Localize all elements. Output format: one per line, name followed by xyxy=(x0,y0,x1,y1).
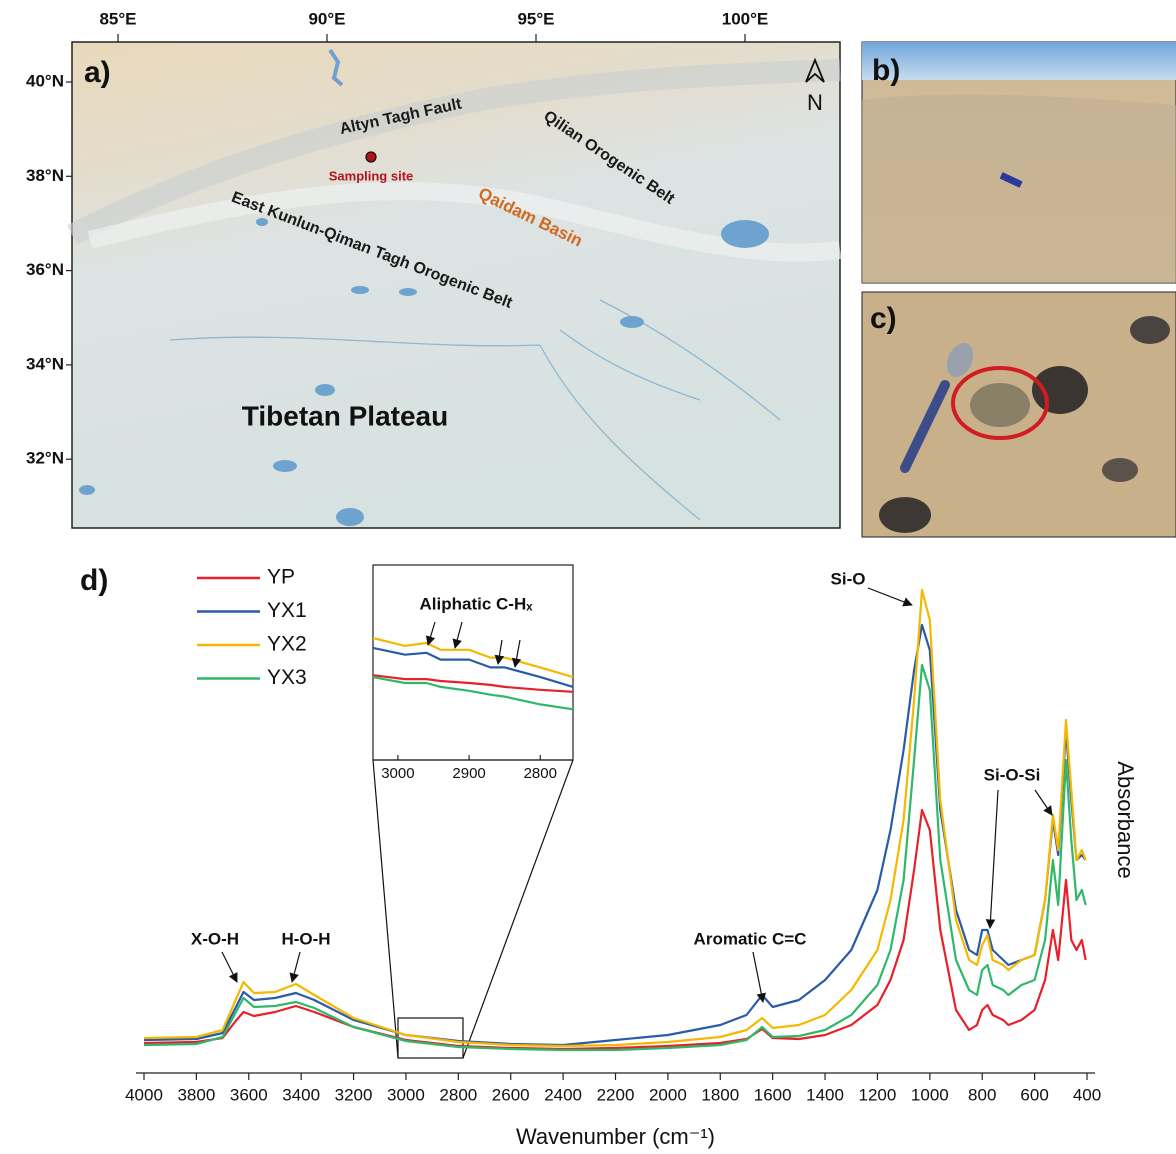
annotation: Aromatic C=C xyxy=(694,929,807,948)
annotation: Si-O-Si xyxy=(984,765,1041,784)
map-lat-label: 36°N xyxy=(26,260,64,279)
map-lake xyxy=(256,218,268,226)
photo-stone xyxy=(1130,316,1170,344)
panel-label: b) xyxy=(872,54,900,87)
panel-label: d) xyxy=(80,564,108,597)
sampling-site-marker xyxy=(366,152,376,162)
map-lat-label: 34°N xyxy=(26,354,64,373)
photo-ground xyxy=(862,95,1176,283)
x-tick-label: 3400 xyxy=(282,1085,320,1104)
annotation: Aliphatic C-Hₓ xyxy=(420,594,534,613)
x-tick-label: 1200 xyxy=(859,1085,897,1104)
x-tick-label: 4000 xyxy=(125,1085,163,1104)
map-lake xyxy=(351,286,369,294)
map-lat-label: 32°N xyxy=(26,449,64,468)
map-lake xyxy=(315,384,335,396)
x-tick-label: 3000 xyxy=(381,765,414,782)
x-tick-label: 2900 xyxy=(452,765,485,782)
panel-label: c) xyxy=(870,302,897,335)
x-tick-label: 1400 xyxy=(806,1085,844,1104)
annotation: Si-O xyxy=(831,569,866,588)
map-lat-label: 40°N xyxy=(26,71,64,90)
legend-label: YX3 xyxy=(267,666,307,689)
legend-label: YX2 xyxy=(267,633,307,656)
map-lon-label: 85°E xyxy=(99,9,136,28)
photo-c: c) xyxy=(862,292,1176,537)
photo-stone xyxy=(1032,366,1088,414)
map-lon-label: 90°E xyxy=(308,9,345,28)
annotation-arrow xyxy=(1035,790,1052,815)
annotation-arrow xyxy=(222,952,237,982)
spectrum-line xyxy=(144,665,1086,1050)
map-lake xyxy=(79,485,95,495)
map-lake xyxy=(620,316,644,328)
x-tick-label: 3600 xyxy=(230,1085,268,1104)
map-lake xyxy=(399,288,417,296)
x-tick-label: 600 xyxy=(1020,1085,1048,1104)
map-lon-label: 100°E xyxy=(722,9,769,28)
x-tick-label: 1000 xyxy=(911,1085,949,1104)
y-axis-label: Absorbance xyxy=(1113,761,1138,878)
map-lon-label: 95°E xyxy=(517,9,554,28)
spectrum-chart: d) 4000 3800 3600 3400 3200 3000 2800 2600 2400 2… xyxy=(80,564,1138,1149)
x-tick-label: 3800 xyxy=(177,1085,215,1104)
panel-label: a) xyxy=(84,56,111,89)
photo-stone xyxy=(879,497,931,533)
figure: N a) Altyn Tagh Fault Qilian Orogenic Be… xyxy=(0,0,1176,1154)
x-axis-label: Wavenumber (cm⁻¹) xyxy=(516,1124,715,1149)
map-label: Sampling site xyxy=(329,168,414,183)
x-tick-label: 1800 xyxy=(701,1085,739,1104)
x-tick-label: 3200 xyxy=(335,1085,373,1104)
x-tick-label: 2800 xyxy=(439,1085,477,1104)
x-tick-label: 2400 xyxy=(544,1085,582,1104)
zoom-connector xyxy=(373,760,398,1058)
x-tick-label: 400 xyxy=(1073,1085,1101,1104)
legend-label: YX1 xyxy=(267,599,307,622)
x-tick-label: 2800 xyxy=(524,765,557,782)
map-lake xyxy=(721,220,769,248)
map-panel: N a) Altyn Tagh Fault Qilian Orogenic Be… xyxy=(26,9,840,528)
legend-label: YP xyxy=(267,566,295,589)
x-tick-label: 2000 xyxy=(649,1085,687,1104)
photo-sample xyxy=(970,383,1030,427)
map-lake xyxy=(336,508,364,526)
annotation-arrow xyxy=(292,952,300,982)
annotation-arrow xyxy=(868,588,912,605)
zoom-connector xyxy=(463,760,573,1058)
photo-stone xyxy=(1102,458,1138,482)
photo-b: b) xyxy=(862,42,1176,283)
spectrum-line xyxy=(144,590,1086,1046)
map-label: Tibetan Plateau xyxy=(242,400,448,431)
x-tick-label: 2600 xyxy=(492,1085,530,1104)
x-tick-label: 2200 xyxy=(597,1085,635,1104)
photo-sky xyxy=(862,42,1176,80)
map-lat-label: 38°N xyxy=(26,166,64,185)
annotation: H-O-H xyxy=(281,929,330,948)
map-lake xyxy=(273,460,297,472)
x-tick-label: 800 xyxy=(968,1085,996,1104)
north-label: N xyxy=(807,90,823,115)
x-tick-label: 3000 xyxy=(387,1085,425,1104)
annotation: X-O-H xyxy=(191,929,239,948)
x-tick-label: 1600 xyxy=(754,1085,792,1104)
annotation-arrow xyxy=(753,952,763,1002)
annotation-arrow xyxy=(990,790,998,928)
